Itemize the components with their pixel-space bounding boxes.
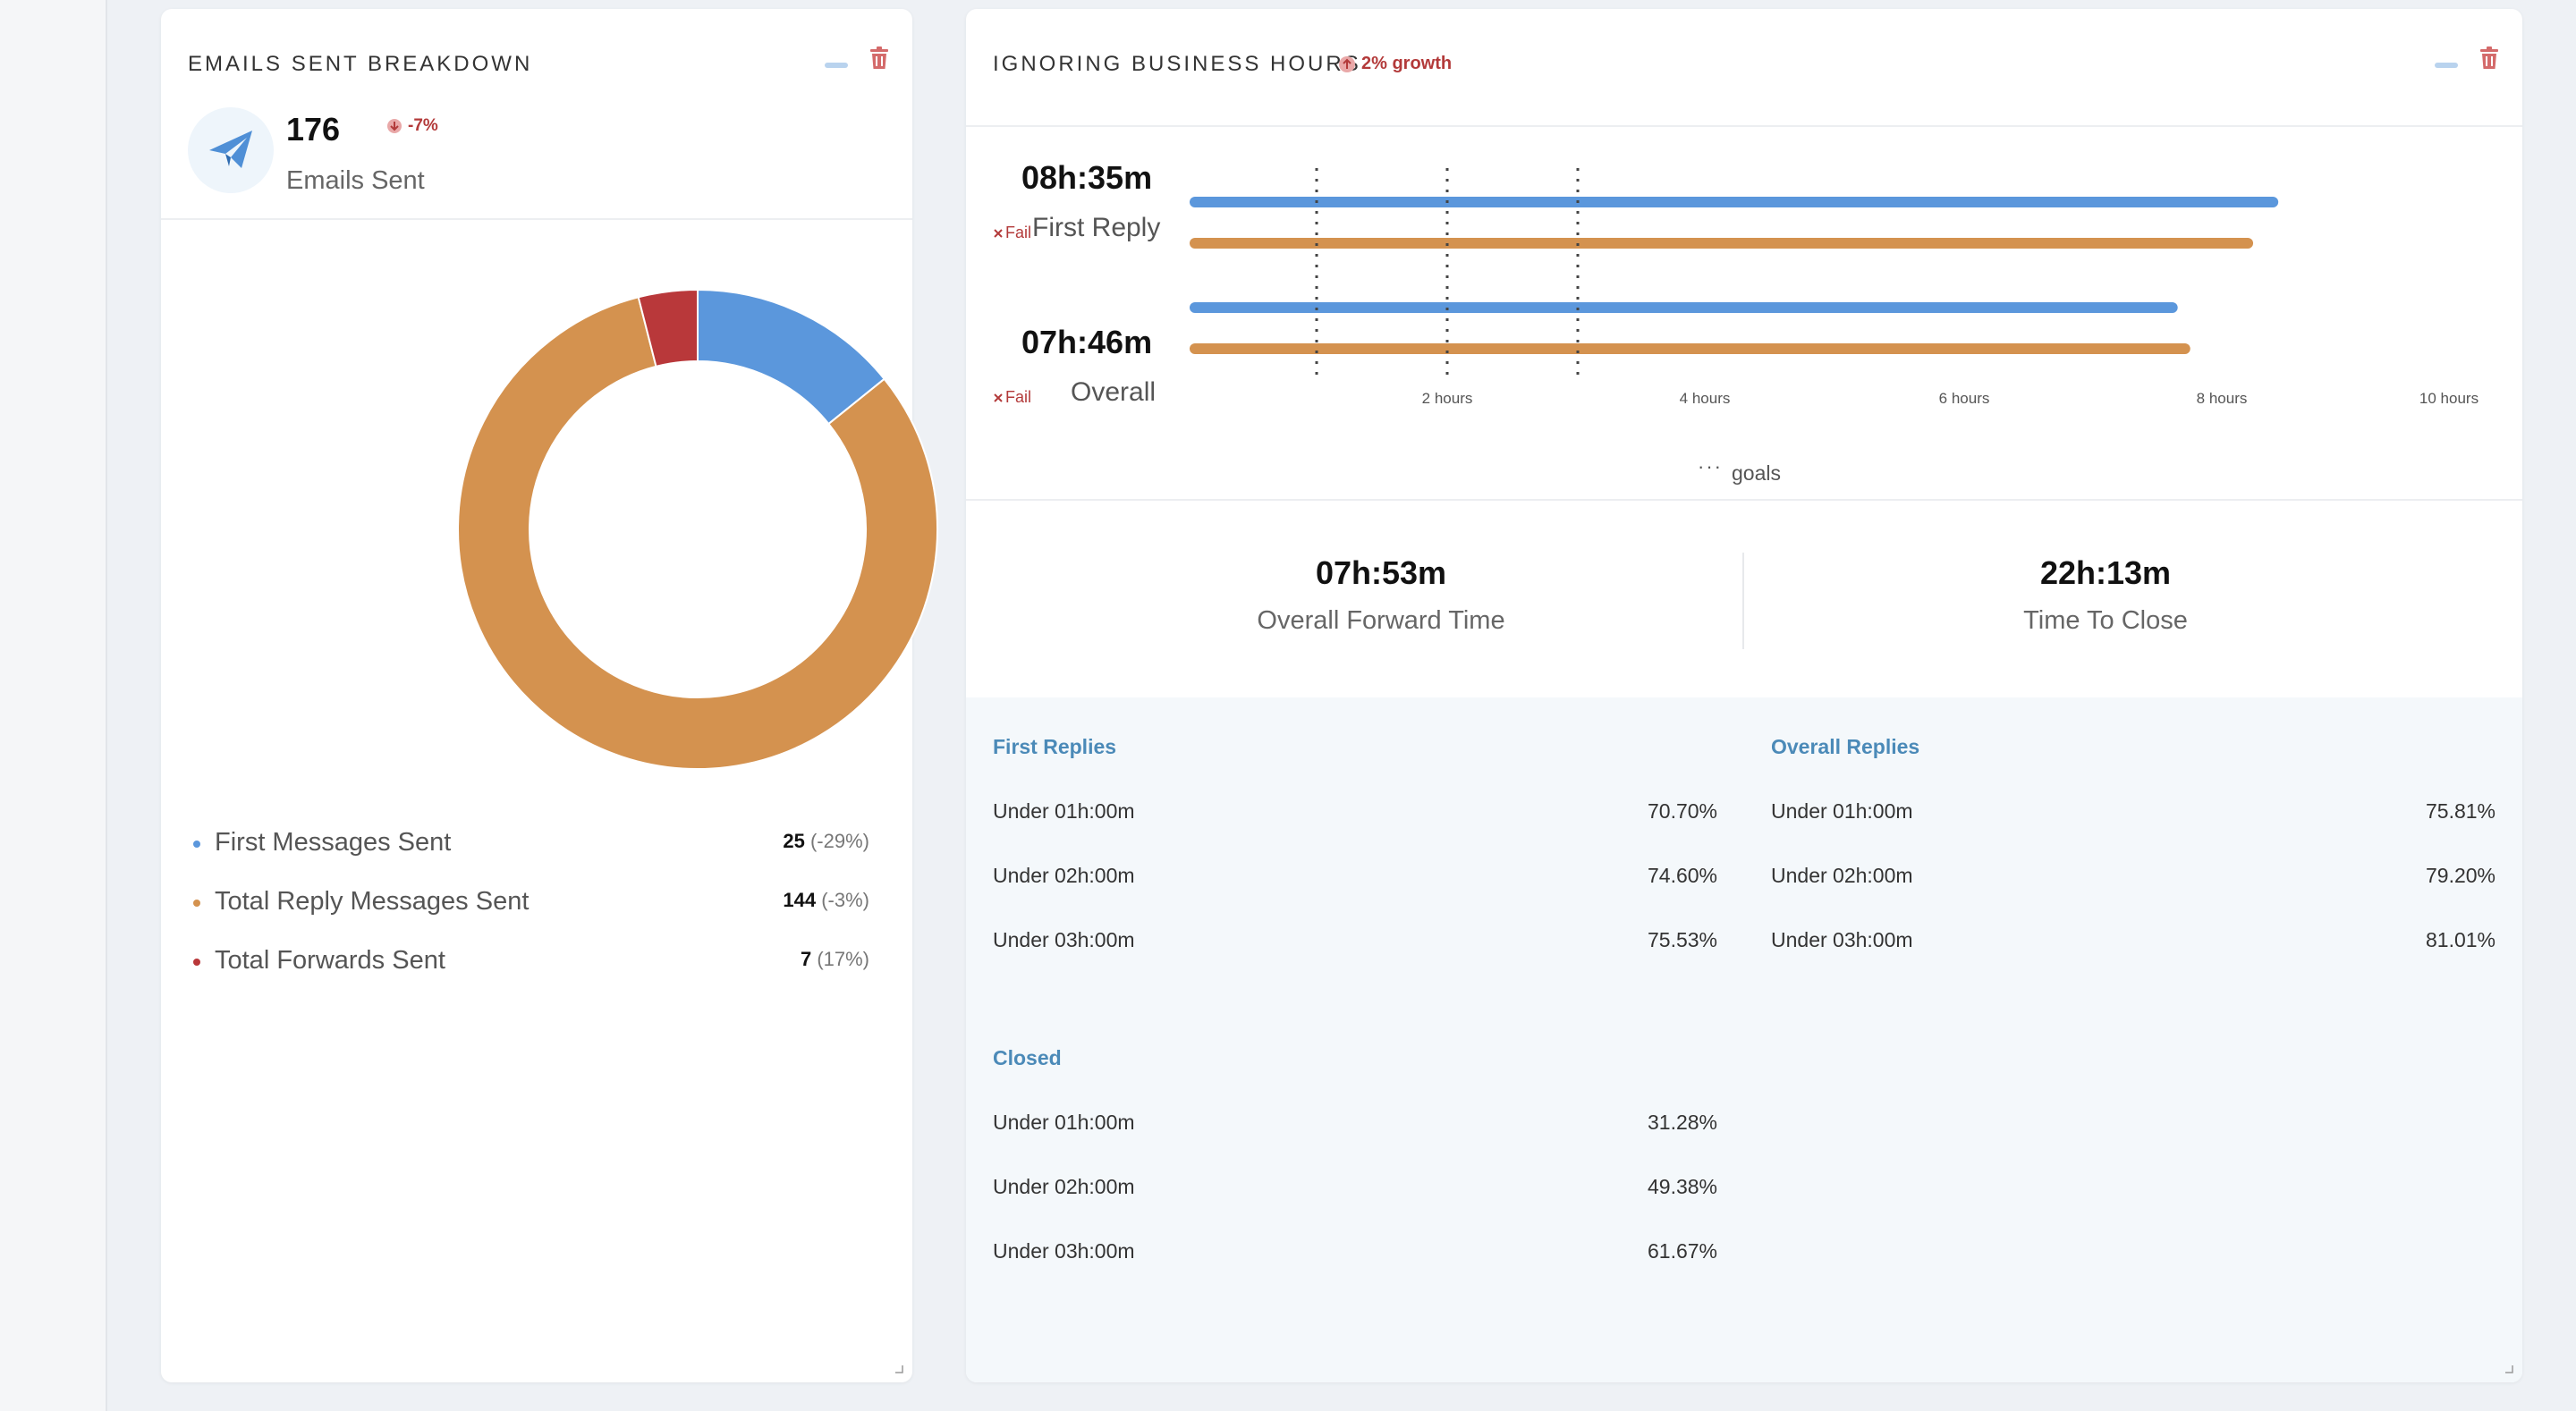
legend-label: First Messages Sent bbox=[215, 828, 452, 857]
closed-row-label: Under 01h:00m bbox=[993, 1111, 1135, 1134]
closed-row-value: 49.38% bbox=[1647, 1175, 1717, 1198]
overall-replies-row-label: Under 01h:00m bbox=[1771, 799, 1913, 823]
overall-forward-stat: 07h:53m Overall Forward Time bbox=[1023, 554, 1739, 636]
paper-plane-icon bbox=[188, 107, 274, 193]
legend-label: Total Forwards Sent bbox=[215, 946, 445, 975]
overall-replies-row-value: 75.81% bbox=[2425, 799, 2496, 823]
fail-label: Fail bbox=[1005, 224, 1032, 241]
closed-title: Closed bbox=[993, 1046, 1062, 1069]
down-arrow-icon bbox=[387, 119, 402, 133]
overall-label: Overall bbox=[1071, 377, 1157, 407]
fail-x-icon bbox=[994, 228, 1003, 238]
first-reply-time: 08h:35m bbox=[1021, 159, 1153, 196]
legend-item[interactable]: Total Forwards Sent 7 (17%) bbox=[193, 942, 891, 1001]
business-hours-card: IGNORING BUSINESS HOURS 2% growth 08h:35… bbox=[966, 9, 2522, 1382]
first-replies-row-label: Under 01h:00m bbox=[993, 799, 1135, 823]
x-tick-label: 8 hours bbox=[2196, 390, 2248, 407]
first-replies-row-label: Under 02h:00m bbox=[993, 864, 1135, 887]
reply-percentages-panel: First Replies Under 01h:00m 70.70% Under… bbox=[966, 697, 2522, 1382]
legend-dot-icon bbox=[193, 959, 200, 966]
first-replies-row-value: 74.60% bbox=[1647, 864, 1717, 887]
x-tick-label: 10 hours bbox=[2419, 390, 2479, 407]
closed-row-label: Under 02h:00m bbox=[993, 1175, 1135, 1198]
overall-replies-row-label: Under 03h:00m bbox=[1771, 928, 1913, 951]
x-tick-label: 6 hours bbox=[1938, 390, 1990, 407]
stat-value: 22h:13m bbox=[2039, 554, 2172, 591]
divider bbox=[966, 125, 2522, 127]
card-title: EMAILS SENT BREAKDOWN bbox=[188, 52, 533, 76]
donut-slice-total-reply-messages-sent[interactable] bbox=[457, 296, 938, 770]
stat-label: Overall Forward Time bbox=[1257, 606, 1505, 635]
sidebar-strip bbox=[0, 0, 107, 1411]
emails-count: 176 bbox=[286, 111, 341, 148]
legend-label: Total Reply Messages Sent bbox=[215, 887, 530, 916]
legend-item[interactable]: Total Reply Messages Sent 144 (-3%) bbox=[193, 883, 891, 942]
divider bbox=[161, 218, 912, 220]
fail-label: Fail bbox=[1005, 388, 1032, 406]
overall-replies-title: Overall Replies bbox=[1771, 735, 1920, 758]
x-tick-label: 4 hours bbox=[1679, 390, 1731, 407]
first-replies-row-value: 75.53% bbox=[1647, 928, 1717, 951]
resize-handle-icon[interactable] bbox=[893, 1363, 903, 1373]
first-reply-label: First Reply bbox=[1032, 213, 1161, 242]
time-to-close-stat: 22h:13m Time To Close bbox=[1748, 554, 2463, 636]
legend-item[interactable]: First Messages Sent 25 (-29%) bbox=[193, 824, 891, 883]
donut-legend: First Messages Sent 25 (-29%) Total Reply … bbox=[193, 824, 891, 1001]
overall-replies-row-label: Under 02h:00m bbox=[1771, 864, 1913, 887]
goals-dots-icon: ··· bbox=[1698, 454, 1723, 477]
legend-value: 7 (17%) bbox=[800, 948, 869, 970]
up-arrow-icon bbox=[1339, 55, 1355, 72]
emails-sent-card: EMAILS SENT BREAKDOWN 176 -7% Emails Sen… bbox=[161, 9, 938, 1382]
legend-dot-icon bbox=[193, 900, 200, 907]
emails-delta: -7% bbox=[386, 116, 438, 136]
first-replies-row-label: Under 03h:00m bbox=[993, 928, 1135, 951]
trash-icon[interactable] bbox=[869, 46, 889, 70]
minimize-icon[interactable] bbox=[2435, 63, 2458, 68]
emails-donut-chart bbox=[457, 288, 938, 770]
stat-label: Time To Close bbox=[2023, 606, 2188, 635]
closed-row-label: Under 03h:00m bbox=[993, 1239, 1135, 1263]
legend-value: 144 (-3%) bbox=[783, 889, 869, 911]
emails-count-label: Emails Sent bbox=[286, 166, 425, 195]
fail-x-icon bbox=[994, 393, 1003, 402]
first-replies-title: First Replies bbox=[993, 735, 1117, 758]
emails-delta-value: -7% bbox=[408, 116, 438, 135]
first-replies-row-value: 70.70% bbox=[1647, 799, 1717, 823]
card-actions bbox=[2435, 46, 2499, 70]
stat-separator bbox=[1742, 553, 1744, 649]
closed-row-value: 61.67% bbox=[1647, 1239, 1717, 1263]
card-title: IGNORING BUSINESS HOURS bbox=[993, 52, 1361, 76]
legend-dot-icon bbox=[193, 841, 200, 848]
resize-handle-icon[interactable] bbox=[2503, 1363, 2513, 1373]
overall-fail: Fail bbox=[993, 388, 1031, 407]
legend-value: 25 (-29%) bbox=[783, 830, 869, 852]
card-actions bbox=[825, 46, 889, 70]
trash-icon[interactable] bbox=[2479, 46, 2499, 70]
donut-slice-total-forwards-sent[interactable] bbox=[637, 288, 699, 368]
overall-replies-row-value: 81.01% bbox=[2425, 928, 2496, 951]
overall-time: 07h:46m bbox=[1021, 324, 1153, 360]
x-tick-label: 2 hours bbox=[1421, 390, 1473, 407]
divider bbox=[966, 499, 2522, 501]
minimize-icon[interactable] bbox=[825, 63, 848, 68]
growth-badge: 2% growth bbox=[1338, 54, 1452, 74]
goals-legend: ··· goals bbox=[1698, 455, 1781, 486]
closed-row-value: 31.28% bbox=[1647, 1111, 1717, 1134]
growth-value: 2% growth bbox=[1361, 54, 1453, 73]
stat-value: 07h:53m bbox=[1315, 554, 1447, 591]
business-hours-bar-chart bbox=[1190, 168, 2279, 379]
first-reply-fail: Fail bbox=[993, 224, 1031, 242]
goals-label: goals bbox=[1731, 461, 1781, 485]
overall-replies-row-value: 79.20% bbox=[2425, 864, 2496, 887]
